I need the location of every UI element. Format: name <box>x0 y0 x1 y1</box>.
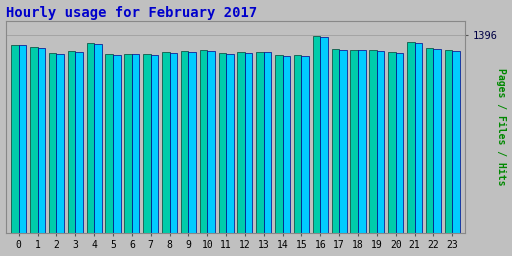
Bar <box>207 51 215 233</box>
Bar <box>200 50 207 233</box>
Bar <box>132 54 139 233</box>
Bar <box>143 54 151 233</box>
Bar <box>275 55 283 233</box>
Bar <box>226 54 233 233</box>
Bar <box>124 54 132 233</box>
Bar <box>87 43 94 233</box>
Bar <box>19 46 26 233</box>
Bar <box>162 52 169 233</box>
Bar <box>332 49 339 233</box>
Bar <box>396 52 403 233</box>
Bar <box>37 48 45 233</box>
Y-axis label: Pages / Files / Hits: Pages / Files / Hits <box>497 68 506 186</box>
Bar <box>238 52 245 233</box>
Bar <box>321 37 328 233</box>
Text: Hourly usage for February 2017: Hourly usage for February 2017 <box>6 6 257 19</box>
Bar <box>219 53 226 233</box>
Bar <box>68 51 75 233</box>
Bar <box>339 50 347 233</box>
Bar <box>452 51 460 233</box>
Bar <box>56 54 64 233</box>
Bar <box>434 49 441 233</box>
Bar <box>169 53 177 233</box>
Bar <box>426 48 434 233</box>
Bar <box>294 55 302 233</box>
Bar <box>369 50 377 233</box>
Bar <box>151 55 158 233</box>
Bar <box>445 50 452 233</box>
Bar <box>313 36 321 233</box>
Bar <box>188 51 196 233</box>
Bar <box>407 42 415 233</box>
Bar <box>264 52 271 233</box>
Bar <box>283 56 290 233</box>
Bar <box>351 50 358 233</box>
Bar <box>181 51 188 233</box>
Bar <box>113 55 120 233</box>
Bar <box>75 52 83 233</box>
Bar <box>245 53 252 233</box>
Bar <box>358 50 366 233</box>
Bar <box>11 45 19 233</box>
Bar <box>377 51 385 233</box>
Bar <box>94 44 102 233</box>
Bar <box>302 56 309 233</box>
Bar <box>49 52 56 233</box>
Bar <box>30 47 37 233</box>
Bar <box>105 54 113 233</box>
Bar <box>256 51 264 233</box>
Bar <box>415 43 422 233</box>
Bar <box>388 51 396 233</box>
